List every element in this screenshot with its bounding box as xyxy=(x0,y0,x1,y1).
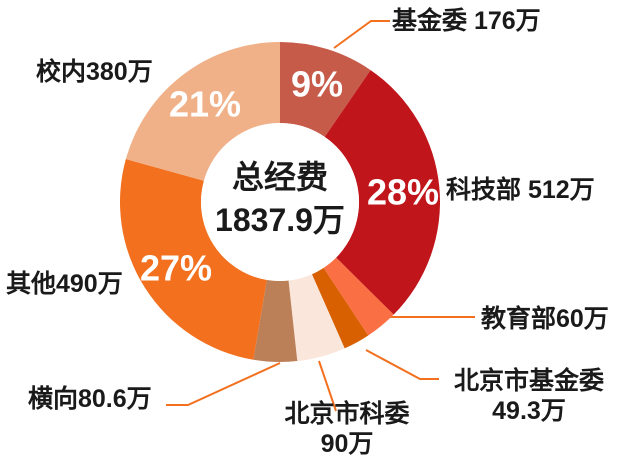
svg-text:9%: 9% xyxy=(291,64,343,105)
svg-text:21%: 21% xyxy=(169,84,241,125)
